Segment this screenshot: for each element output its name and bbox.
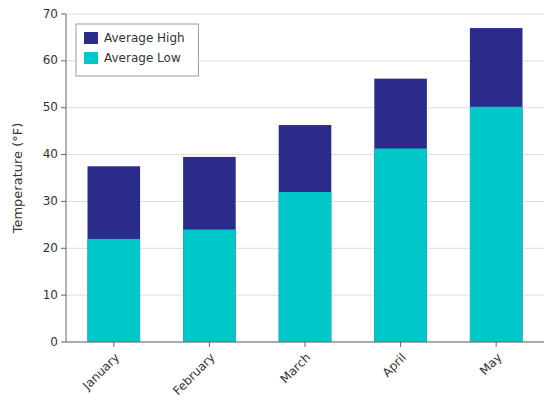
- y-tick: [61, 295, 66, 296]
- axes: 0 10 20 30 40 50 60 70 January February March April…: [43, 7, 544, 398]
- bar: [470, 107, 523, 342]
- legend: Average High Average Low: [76, 24, 198, 76]
- grid-line: [66, 14, 544, 15]
- y-tick-label: 30: [43, 194, 58, 208]
- y-tick-label: 70: [43, 7, 58, 21]
- legend-box: [76, 24, 198, 76]
- y-tick: [61, 60, 66, 61]
- y-tick-label: 40: [43, 147, 58, 161]
- bar: [279, 125, 332, 342]
- x-tick: [400, 342, 401, 347]
- x-tick: [496, 342, 497, 347]
- y-tick: [61, 248, 66, 249]
- chart: 0 10 20 30 40 50 60 70 January February March April…: [0, 0, 560, 420]
- legend-swatch: [84, 32, 98, 44]
- y-tick-label: 10: [43, 288, 58, 302]
- bar: [88, 239, 141, 342]
- x-tick: [113, 342, 114, 347]
- bar: [470, 28, 523, 342]
- legend-label: Average High: [104, 31, 185, 45]
- x-tick-label: May: [477, 350, 504, 377]
- y-tick: [61, 342, 66, 343]
- x-tick: [305, 342, 306, 347]
- y-tick: [61, 14, 66, 15]
- bar: [183, 230, 236, 342]
- x-tick-label: February: [170, 350, 218, 398]
- chart-container: 0 10 20 30 40 50 60 70 January February March April…: [0, 0, 560, 420]
- y-tick-label: 60: [43, 53, 58, 67]
- grid: [66, 14, 544, 342]
- legend-label: Average Low: [104, 51, 181, 65]
- bar: [88, 166, 141, 342]
- bar: [374, 79, 427, 342]
- y-tick-label: 0: [50, 335, 58, 349]
- y-axis-label: Temperature (°F): [10, 123, 25, 235]
- y-axis-line: [66, 14, 67, 342]
- legend-swatch: [84, 52, 98, 64]
- x-tick: [209, 342, 210, 347]
- x-tick-label: January: [79, 350, 122, 393]
- y-tick-label: 20: [43, 241, 58, 255]
- bar: [279, 192, 332, 342]
- bar: [374, 148, 427, 342]
- x-tick-label: April: [380, 350, 409, 379]
- y-tick: [61, 201, 66, 202]
- y-tick: [61, 154, 66, 155]
- y-tick-label: 50: [43, 100, 58, 114]
- bar: [183, 157, 236, 342]
- x-tick-label: March: [278, 350, 314, 386]
- y-tick: [61, 107, 66, 108]
